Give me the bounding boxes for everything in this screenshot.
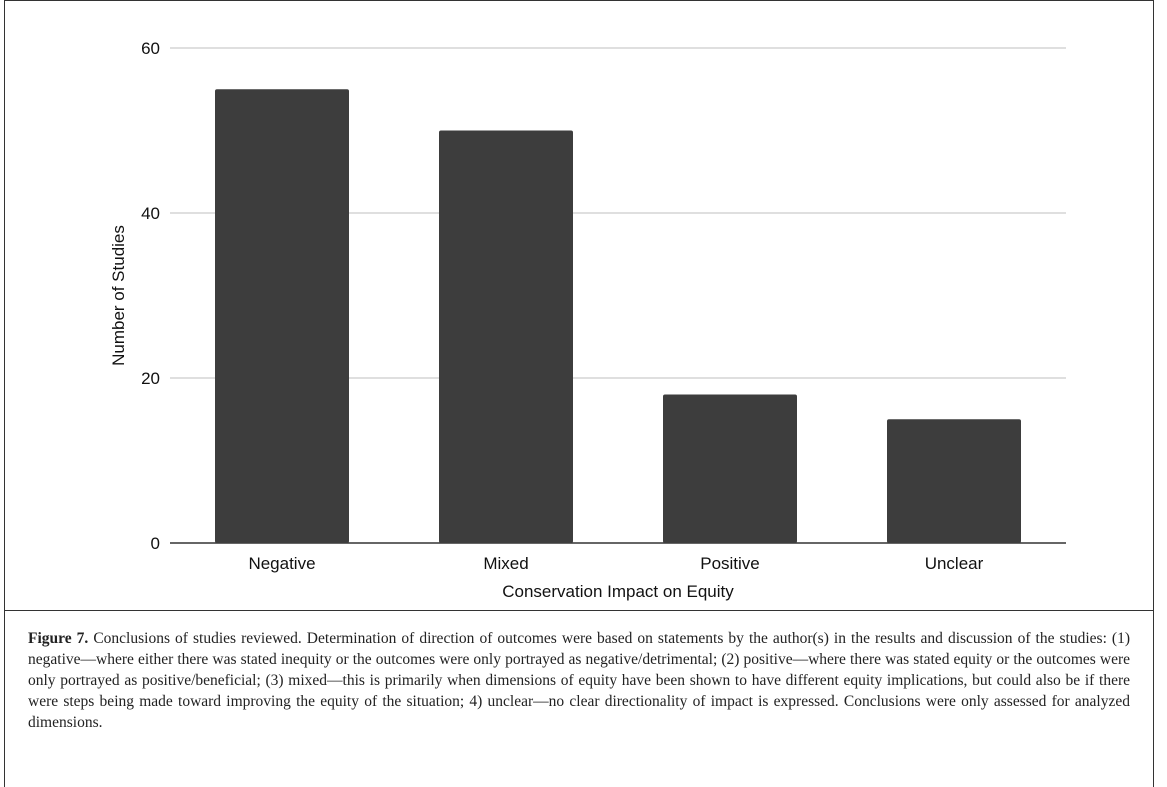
bar-chart: 0 20 40 60 Negative Mixed Positive Unclear Con… (109, 39, 1066, 601)
figure-caption: Figure 7. Conclusions of studies reviewe… (28, 628, 1130, 733)
caption-label: Figure 7. (28, 630, 89, 647)
x-tick-labels: Negative Mixed Positive Unclear (248, 554, 983, 573)
bar-negative (215, 89, 349, 543)
caption-divider (4, 610, 1154, 611)
x-tick-label: Unclear (925, 554, 984, 573)
x-tick-label: Negative (248, 554, 315, 573)
y-tick-label: 0 (151, 534, 160, 553)
caption-text: Conclusions of studies reviewed. Determi… (28, 630, 1130, 731)
figure-frame (4, 0, 1154, 787)
bar-mixed (439, 130, 573, 543)
x-tick-label: Mixed (483, 554, 528, 573)
x-tick-label: Positive (700, 554, 760, 573)
bar-unclear (887, 419, 1021, 543)
x-axis-title: Conservation Impact on Equity (502, 582, 734, 601)
y-axis-title: Number of Studies (109, 225, 128, 366)
y-tick-labels: 0 20 40 60 (141, 39, 160, 553)
bars (215, 89, 1021, 543)
y-tick-label: 20 (141, 369, 160, 388)
y-tick-label: 60 (141, 39, 160, 58)
y-tick-label: 40 (141, 204, 160, 223)
bar-positive (663, 394, 797, 543)
